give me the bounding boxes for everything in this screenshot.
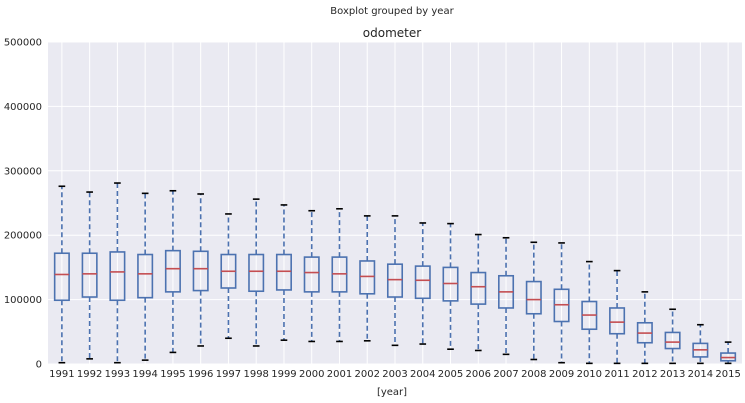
- box-1992: [81, 191, 98, 360]
- x-tick-label: 2005: [438, 369, 463, 380]
- x-tick-label: 2008: [521, 369, 546, 380]
- x-tick-label: 1996: [188, 369, 213, 380]
- iqr-box: [137, 253, 154, 299]
- x-tick-label: 1998: [243, 369, 268, 380]
- iqr-box: [275, 253, 292, 291]
- y-tick-label: 500000: [4, 38, 42, 49]
- x-tick-label: 1993: [105, 369, 130, 380]
- x-axis-label: [year]: [377, 387, 407, 398]
- iqr-box: [192, 250, 209, 292]
- x-tick-label: 2004: [410, 369, 435, 380]
- x-tick-label: 2011: [604, 369, 629, 380]
- box-2003: [386, 215, 404, 347]
- box-2002: [359, 215, 376, 342]
- x-tick-label: 2010: [577, 369, 602, 380]
- iqr-box: [164, 249, 181, 293]
- box-2012: [636, 291, 653, 365]
- y-tick-label: 0: [36, 360, 42, 371]
- y-tick-label: 300000: [4, 166, 42, 177]
- box-1998: [248, 198, 265, 347]
- x-tick-label: 1994: [132, 369, 157, 380]
- x-tick-label: 1999: [271, 369, 296, 380]
- x-tick-label: 1992: [77, 369, 102, 380]
- iqr-box: [470, 271, 487, 305]
- iqr-box: [525, 280, 542, 315]
- box-2008: [525, 241, 542, 361]
- box-1997: [220, 213, 237, 340]
- x-tick-label: 1997: [216, 369, 241, 380]
- x-tick-label: 2009: [549, 369, 574, 380]
- x-tick-label: 2015: [715, 369, 740, 380]
- y-axis-ticks: 0 100000 200000 300000 400000 500000: [4, 38, 42, 371]
- iqr-box: [109, 251, 126, 302]
- box-1991: [53, 185, 70, 364]
- box-2006: [470, 233, 487, 352]
- box-2001: [331, 207, 348, 343]
- x-tick-label: 2007: [493, 369, 518, 380]
- x-tick-label: 2006: [466, 369, 491, 380]
- box-2009: [553, 242, 570, 364]
- iqr-box: [386, 263, 404, 298]
- box-1994: [137, 192, 154, 361]
- box-1996: [192, 193, 209, 347]
- box-1993: [109, 182, 126, 364]
- iqr-box: [303, 256, 320, 293]
- x-tick-label: 2003: [382, 369, 407, 380]
- chart-suptitle: Boxplot grouped by year: [330, 6, 454, 17]
- x-tick-label: 2002: [355, 369, 380, 380]
- x-tick-label: 2000: [299, 369, 324, 380]
- iqr-box: [609, 307, 626, 335]
- y-tick-label: 400000: [4, 102, 42, 113]
- iqr-box: [664, 331, 681, 350]
- x-tick-label: 2013: [660, 369, 685, 380]
- box-2015: [720, 341, 737, 365]
- box-2004: [414, 222, 431, 345]
- box-series: [53, 182, 737, 365]
- x-tick-label: 1991: [49, 369, 74, 380]
- x-axis-ticks: 1991 1992 1993 1994 1995 1996 1997 1998 1999 2000…: [49, 369, 741, 380]
- box-2014: [692, 323, 709, 365]
- box-1995: [164, 189, 181, 354]
- iqr-box: [81, 252, 98, 298]
- iqr-box: [248, 253, 265, 293]
- box-2000: [303, 209, 320, 343]
- box-2007: [498, 236, 515, 356]
- chart-title: odometer: [363, 26, 421, 40]
- iqr-box: [53, 252, 70, 302]
- box-2011: [609, 269, 626, 365]
- x-tick-label: 2001: [327, 369, 352, 380]
- box-1999: [275, 204, 292, 341]
- iqr-box: [359, 260, 376, 295]
- y-tick-label: 200000: [4, 231, 42, 242]
- y-tick-label: 100000: [4, 295, 42, 306]
- box-2005: [442, 222, 459, 350]
- box-2013: [664, 308, 681, 365]
- x-tick-label: 2012: [632, 369, 657, 380]
- box-2010: [581, 260, 598, 365]
- x-tick-label: 1995: [160, 369, 185, 380]
- x-tick-label: 2014: [688, 369, 713, 380]
- iqr-box: [414, 265, 431, 300]
